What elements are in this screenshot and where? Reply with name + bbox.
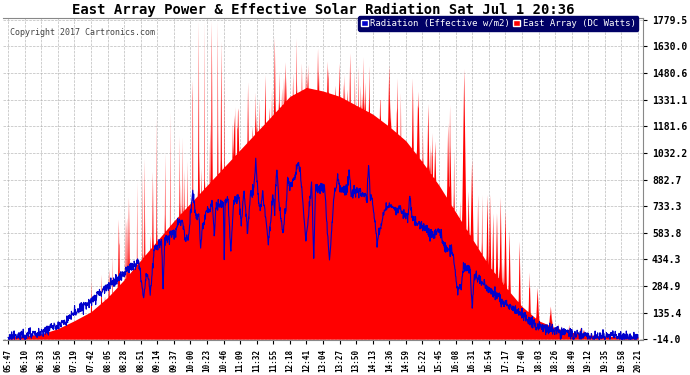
Legend: Radiation (Effective w/m2), East Array (DC Watts): Radiation (Effective w/m2), East Array (… (358, 16, 638, 31)
Title: East Array Power & Effective Solar Radiation Sat Jul 1 20:36: East Array Power & Effective Solar Radia… (72, 3, 574, 17)
Text: Copyright 2017 Cartronics.com: Copyright 2017 Cartronics.com (10, 28, 155, 37)
